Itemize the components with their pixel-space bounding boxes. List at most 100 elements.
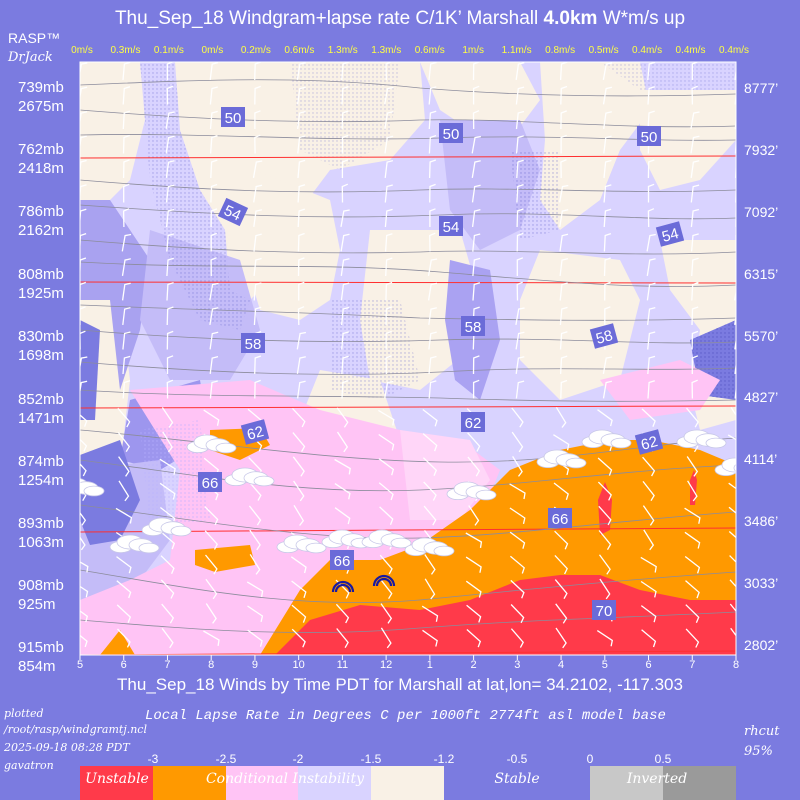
- wind-barb: [249, 554, 261, 575]
- wind-barb: [735, 210, 736, 228]
- wind-barb: [641, 629, 657, 648]
- cloud-icon: [361, 529, 412, 549]
- wind-barb: [204, 506, 219, 526]
- wind-barb: [647, 331, 656, 350]
- wind-barb: [341, 379, 349, 399]
- wind-barb: [334, 458, 351, 475]
- legend-band: [371, 766, 444, 800]
- wind-barb: [298, 281, 305, 301]
- wstar-label: 0.3m/s: [110, 45, 141, 56]
- wind-barb: [209, 355, 219, 374]
- wind-barb: [647, 208, 655, 228]
- wind-barb: [471, 184, 481, 203]
- wind-barb: [293, 504, 305, 526]
- wind-barb: [205, 578, 218, 600]
- wind-barb: [385, 257, 393, 277]
- x-tick-label: 9: [251, 659, 258, 671]
- svg-text:54: 54: [660, 225, 681, 246]
- plotted-host: gavatron: [4, 759, 54, 772]
- wind-barb: [515, 135, 524, 154]
- wind-barb: [117, 431, 131, 453]
- svg-text:62: 62: [465, 415, 482, 432]
- wind-barb: [728, 531, 736, 539]
- altitude-m-label: 2418m: [18, 160, 64, 177]
- wind-barb: [336, 628, 349, 649]
- wind-barb: [647, 159, 655, 179]
- wind-barb: [254, 355, 262, 375]
- wind-barb: [80, 463, 87, 477]
- wind-barb: [512, 456, 523, 477]
- wstar-label: 0.6m/s: [284, 45, 315, 56]
- wind-barb: [553, 434, 570, 451]
- thermal-symbol: [331, 580, 355, 593]
- altitude-ft-label: 8777’: [744, 80, 779, 96]
- wind-barb: [428, 307, 437, 325]
- wind-barb: [336, 407, 349, 428]
- wind-barb: [118, 480, 130, 502]
- wind-barb: [385, 355, 392, 375]
- x-tick-label: 6: [120, 659, 127, 671]
- wind-barb: [384, 184, 393, 203]
- svg-text:58: 58: [594, 327, 615, 348]
- wind-barb: [423, 505, 437, 526]
- wind-barb: [427, 282, 438, 301]
- wind-barb: [597, 457, 613, 476]
- pressure-label: 786mb: [18, 203, 64, 220]
- pressure-label: 874mb: [18, 453, 64, 470]
- wind-barb: [334, 483, 351, 500]
- x-tick-label: 2: [470, 659, 477, 671]
- wind-barb: [555, 603, 568, 624]
- wind-barb: [165, 135, 175, 154]
- wind-barb: [246, 581, 264, 598]
- temperature-contour-label: 54: [439, 216, 463, 236]
- wind-barb: [115, 507, 133, 524]
- legend-label: Unstable: [85, 771, 149, 787]
- wind-barb: [253, 209, 263, 227]
- cloud-icon: [224, 467, 275, 487]
- x-tick-label: 6: [645, 659, 652, 671]
- wind-barb: [384, 208, 393, 228]
- wind-barb: [80, 306, 86, 325]
- cloud-icon: [141, 517, 192, 537]
- wind-barb: [160, 531, 176, 550]
- wind-barb: [292, 407, 306, 428]
- lapse-rate-field: 50 50 50 54 54 54 58 58 58 62 62 62 66 66 66 70: [80, 62, 736, 655]
- altitude-m-label: 1471m: [18, 410, 64, 427]
- wind-barb: [560, 159, 567, 179]
- wind-barb: [293, 480, 305, 502]
- wstar-label: 0m/s: [71, 45, 93, 56]
- wind-barb: [80, 159, 87, 177]
- wind-barb: [465, 580, 482, 598]
- svg-text:70: 70: [596, 603, 613, 620]
- lapse-rate-title: Local Lapse Rate in Degrees C per 1000ft…: [145, 708, 666, 724]
- wind-barb: [121, 282, 131, 301]
- wind-barb: [80, 438, 88, 452]
- wind-barb: [210, 208, 218, 228]
- wind-barb: [690, 208, 700, 228]
- legend-tick: -2.5: [215, 752, 237, 766]
- rhcut-value: 95%: [744, 744, 773, 759]
- thermal-markers: [331, 574, 396, 593]
- wind-barb: [340, 209, 350, 228]
- wind-barb: [385, 306, 393, 326]
- wind-barb: [598, 554, 611, 575]
- wind-barb: [465, 532, 483, 548]
- wind-barb: [80, 511, 87, 526]
- pressure-label: 808mb: [18, 266, 64, 283]
- wind-barb: [203, 630, 220, 646]
- wstar-label: 1.3m/s: [371, 45, 402, 56]
- wstar-label: 1.1m/s: [501, 45, 532, 56]
- wind-barb: [80, 380, 88, 395]
- altitude-ft-label: 3486’: [744, 513, 779, 530]
- wind-barb: [203, 409, 220, 426]
- pressure-label: 915mb: [18, 639, 64, 656]
- wind-barb: [690, 160, 700, 178]
- x-tick-label: 4: [558, 659, 565, 671]
- wind-barb: [560, 379, 568, 399]
- wind-barb: [291, 628, 306, 648]
- wind-barb: [122, 331, 131, 350]
- wind-barb: [424, 554, 436, 575]
- wind-barb: [472, 233, 481, 252]
- wind-barb: [384, 135, 394, 154]
- wind-barb: [122, 208, 130, 228]
